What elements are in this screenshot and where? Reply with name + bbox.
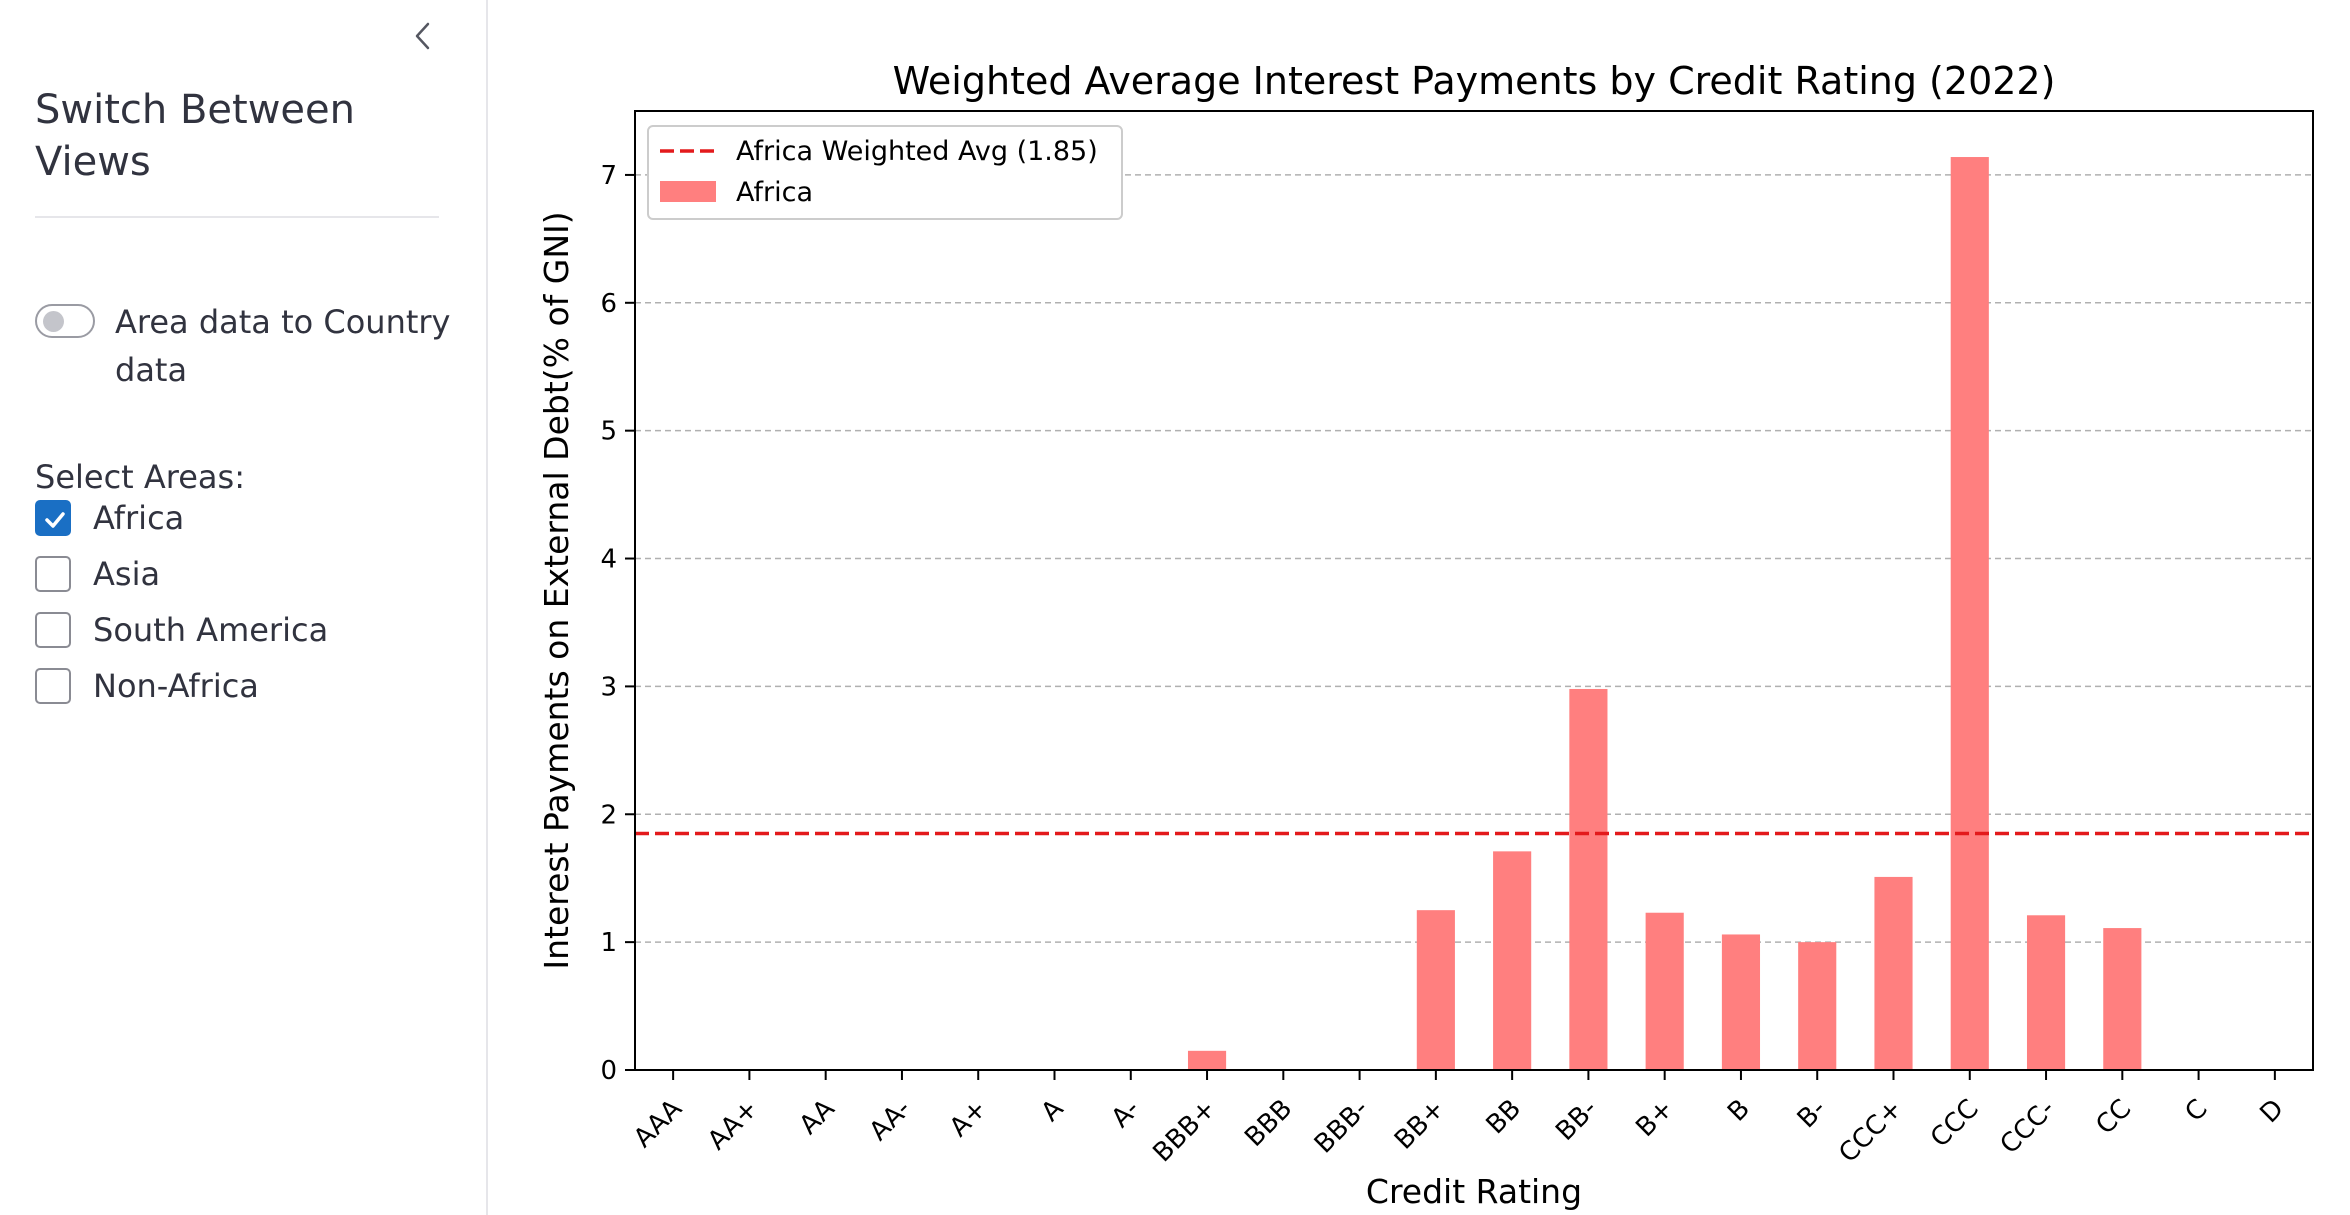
x-tick-label: BBB — [1239, 1094, 1298, 1153]
checkbox[interactable] — [35, 612, 71, 648]
y-tick-label: 1 — [600, 928, 617, 958]
bar — [1645, 912, 1684, 1070]
sidebar-divider — [35, 216, 439, 218]
y-tick-label: 0 — [600, 1056, 617, 1086]
x-tick-label: BBB- — [1309, 1094, 1375, 1160]
legend-label: Africa — [736, 177, 813, 208]
legend-bar-swatch — [660, 181, 716, 202]
sidebar-title: Switch Between Views — [35, 87, 355, 185]
x-tick-label: BB — [1481, 1094, 1527, 1140]
x-tick-label: B+ — [1630, 1094, 1679, 1143]
bar — [2026, 915, 2066, 1070]
checkbox[interactable] — [35, 500, 71, 536]
y-tick-label: 4 — [600, 545, 617, 575]
legend-box — [647, 125, 1123, 220]
y-tick-label: 7 — [600, 161, 617, 191]
x-tick-label: BB- — [1550, 1094, 1603, 1147]
bar — [1950, 157, 1989, 1071]
x-tick-label: C — [2179, 1094, 2213, 1128]
x-tick-label: CCC- — [1995, 1094, 2061, 1160]
x-tick-label: A+ — [944, 1094, 993, 1143]
x-tick-label: AA — [794, 1094, 841, 1141]
area-checkbox-asia[interactable]: Asia — [35, 550, 455, 598]
select-areas-label: Select Areas: — [35, 458, 245, 496]
bar — [1569, 688, 1608, 1070]
bar — [1798, 942, 1837, 1070]
plot-frame — [634, 110, 2314, 1071]
area-checkbox-non-africa[interactable]: Non-Africa — [35, 662, 455, 710]
x-tick-label: A — [1036, 1094, 1070, 1128]
y-tick-label: 5 — [600, 417, 617, 447]
checkbox-label: Asia — [93, 555, 161, 593]
sidebar: Switch Between Views Area data to Countr… — [0, 0, 488, 1215]
toggle-label: Area data to Country data — [115, 303, 451, 389]
bar — [1721, 934, 1761, 1070]
bar — [1187, 1050, 1227, 1070]
bar — [2103, 928, 2142, 1070]
x-tick-label: D — [2254, 1094, 2289, 1129]
x-tick-label: B- — [1792, 1094, 1832, 1134]
x-tick-label: BB+ — [1389, 1094, 1451, 1156]
y-tick-label: 2 — [600, 800, 617, 830]
x-tick-label: B — [1722, 1094, 1756, 1128]
collapse-sidebar-button[interactable] — [405, 18, 441, 54]
x-tick-label: CCC+ — [1833, 1094, 1908, 1169]
x-tick-label: CC — [2090, 1094, 2137, 1141]
chart-title: Weighted Average Interest Payments by Cr… — [893, 59, 2056, 103]
legend-label: Africa Weighted Avg (1.85) — [736, 136, 1098, 167]
checkbox[interactable] — [35, 556, 71, 592]
checkbox-label: South America — [93, 611, 329, 649]
y-axis-label: Interest Payments on External Debt(% of … — [537, 211, 576, 969]
bar — [1416, 910, 1455, 1070]
x-tick-label: CCC — [1925, 1094, 1985, 1154]
x-tick-label: AAA — [628, 1094, 688, 1154]
checkbox-label: Africa — [93, 499, 185, 537]
x-tick-label: AA+ — [702, 1094, 764, 1156]
chevron-left-icon — [415, 22, 430, 50]
x-tick-label: AA- — [864, 1094, 917, 1147]
bar — [1493, 851, 1532, 1070]
checkmark-icon — [45, 512, 65, 528]
x-tick-label: BBB+ — [1148, 1094, 1222, 1168]
checkbox-label: Non-Africa — [93, 667, 259, 705]
toggle-knob — [43, 311, 64, 332]
checkbox[interactable] — [35, 668, 71, 704]
toggle-switch[interactable] — [35, 304, 95, 338]
bar — [1874, 876, 1913, 1070]
x-axis-label: Credit Rating — [1366, 1172, 1582, 1211]
x-tick-label: A- — [1106, 1094, 1146, 1134]
y-tick-label: 3 — [600, 672, 617, 702]
area-checkbox-south-america[interactable]: South America — [35, 606, 455, 654]
main-content: 0 1 2 3 4 5 6 7 AAA AA+ AA AA- A+ A A- BBB+ BBB BBB- BB+ BB… — [488, 0, 2350, 1215]
y-tick-label: 6 — [600, 289, 617, 319]
area-checkbox-africa[interactable]: Africa — [35, 494, 455, 542]
